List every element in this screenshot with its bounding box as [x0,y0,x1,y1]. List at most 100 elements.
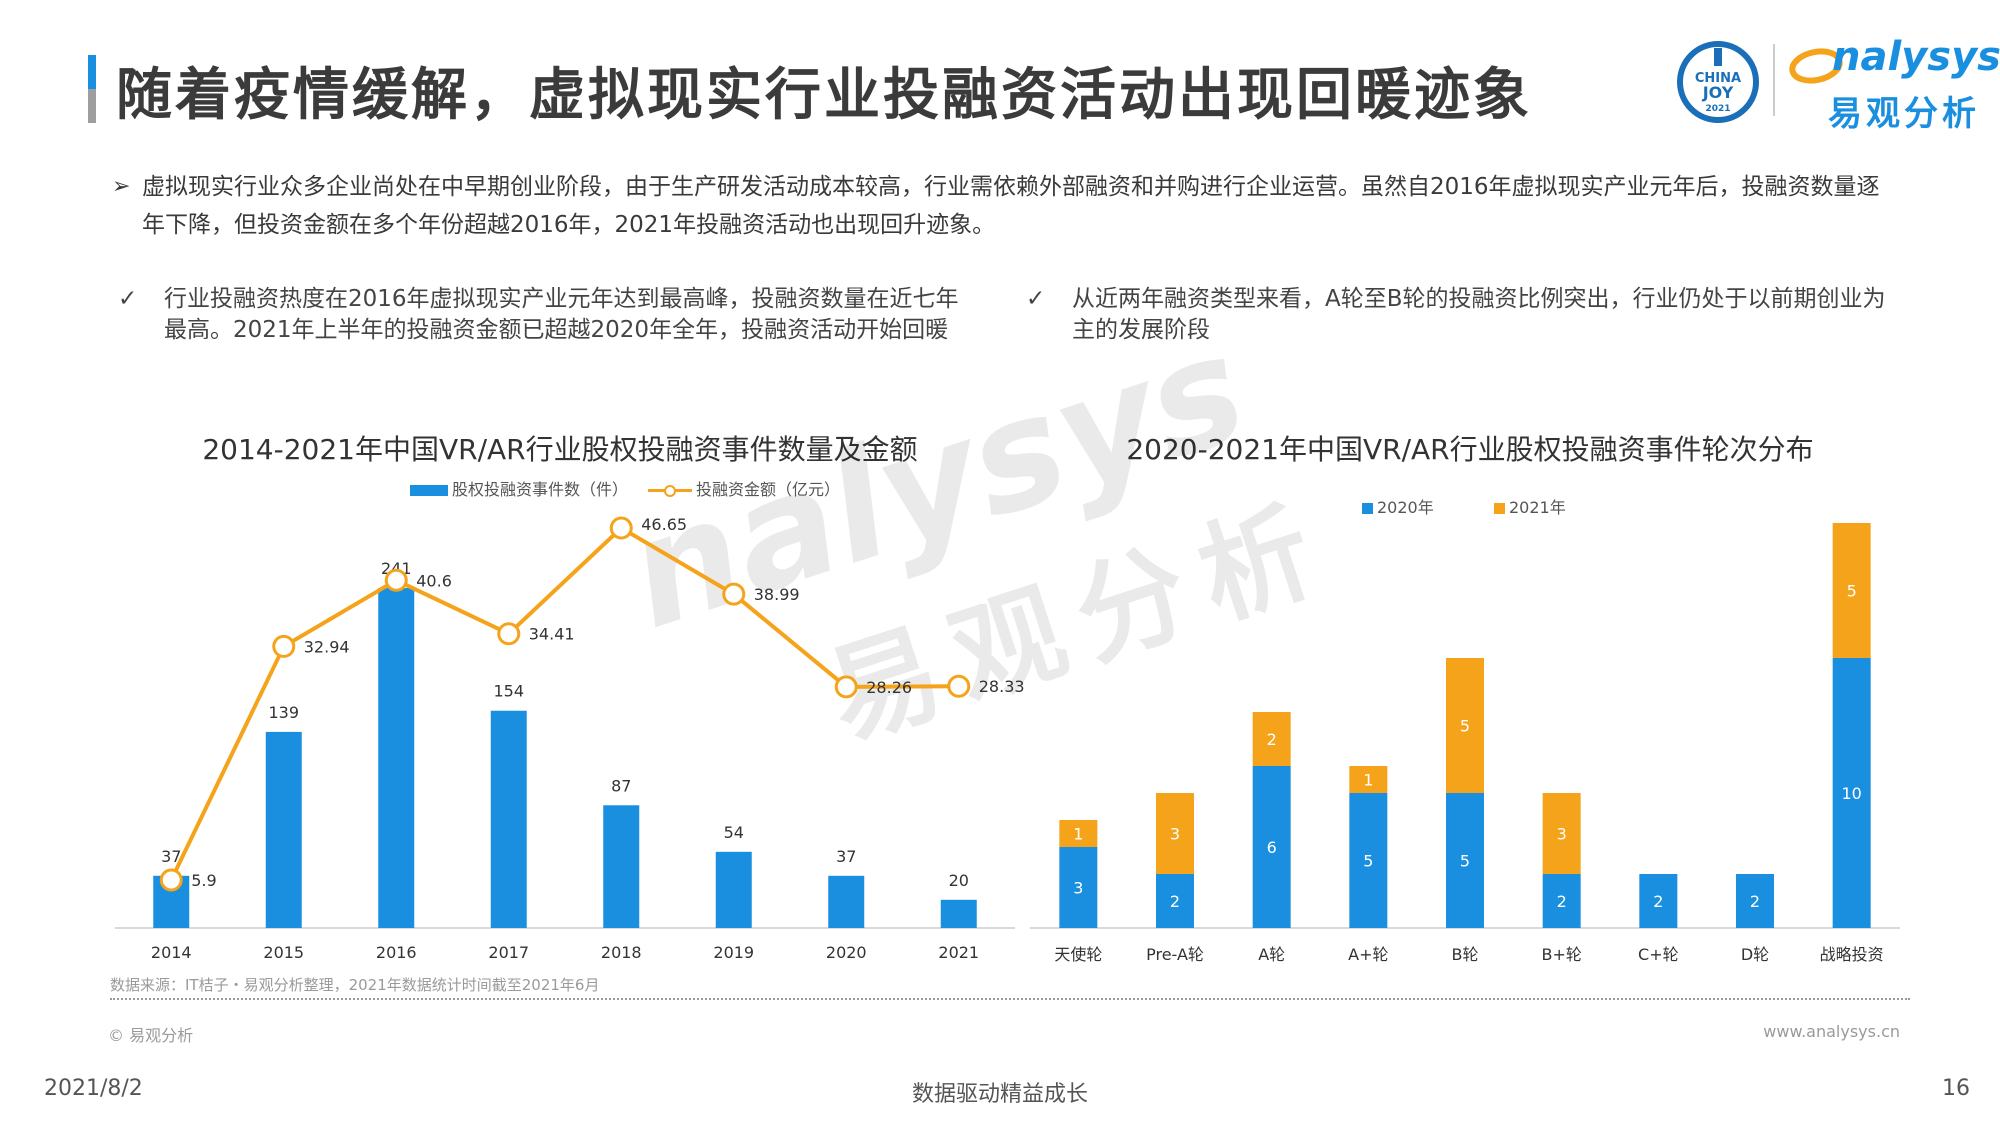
chart1-line-point [272,634,296,658]
chart1-line-point [159,868,183,892]
chart1-bar-label: 154 [493,682,524,701]
footer-date: 2021/8/2 [44,1076,143,1101]
chart2-x-tick: 天使轮 [1054,945,1102,964]
arrow-bullet-icon: ➢ [112,174,131,199]
chart1-title: 2014-2021年中国VR/AR行业股权投融资事件数量及金额 [202,433,918,466]
chart2-bar-2021 [1059,820,1098,847]
chart2-bar-2020-label: 5 [1363,852,1373,871]
chart2-bar-2020-label: 5 [1460,852,1470,871]
chart2-bar-2020-label: 2 [1750,892,1760,911]
chart2-bar-2020-label: 3 [1073,879,1083,898]
chart1-bar [378,588,415,928]
page-title: 随着疫情缓解，虚拟现实行业投融资活动出现回暖迹象 [116,63,1532,128]
point-right-text: 从近两年融资类型来看，A轮至B轮的投融资比例突出，行业仍处于以前期创业为主的发展… [1072,286,1886,343]
chart2-bar-2021-label: 3 [1170,825,1180,844]
chart2-bar-2020 [1446,793,1484,928]
chart2-x-tick: A+轮 [1348,945,1388,964]
page-number: 16 [1942,1076,1970,1101]
chart1-bar [940,899,977,928]
chart1-amount-line [169,525,959,881]
chart1-bar [828,875,865,928]
logo-year-text: 2021 [1705,104,1730,114]
chart1-line-label: 32.94 [304,637,350,656]
chart1-x-tick: 2015 [263,943,304,962]
chart1-line-label: 28.26 [866,678,912,697]
china-joy-logo: CHINA JOY 2021 [1676,40,1760,124]
chart2-bar-2020-label: 10 [1841,784,1861,803]
chart2-x-tick: B轮 [1452,945,1479,964]
logo-china-text: CHINA [1695,71,1741,86]
legend-bar-swatch [410,485,448,496]
chart2-bar-2021 [1542,793,1581,874]
chart1-bar-label: 37 [161,847,181,866]
chart2-bar-2021-label: 5 [1847,582,1857,601]
chart2-bar-2021-label: 2 [1267,730,1277,749]
chart2-bar-2021 [1156,793,1194,874]
logo-joy-text: JOY [1702,83,1734,102]
chart2-bar-2021-label: 1 [1073,825,1083,844]
footer-divider [110,998,1910,1000]
chart2-x-tick: Pre-A轮 [1146,945,1204,964]
point-left: ✓ 行业投融资热度在2016年虚拟现实产业元年达到最高峰，投融资数量在近七年最高… [118,284,968,346]
intro-paragraph: ➢ 虚拟现实行业众多企业尚处在中早期创业阶段，由于生产研发活动成本较高，行业需依… [112,168,1902,244]
chart1-line-point [609,516,633,540]
chart1-x-tick: 2021 [938,943,979,962]
chart1-legend-bar: 股权投融资事件数（件） [410,476,628,500]
point-left-text: 行业投融资热度在2016年虚拟现实产业元年达到最高峰，投融资数量在近七年最高。2… [164,286,959,343]
chart2-bar-2020 [1542,874,1581,928]
legend-bar-label: 股权投融资事件数（件） [452,480,629,499]
chart1-x-tick: 2019 [713,943,754,962]
chart1-line-point [384,568,408,592]
check-icon: ✓ [118,286,138,312]
chart2-bar-2020-label: 2 [1653,892,1663,911]
chart1-bar [603,805,640,928]
website-link[interactable]: www.analysys.cn [1763,1022,1900,1041]
legend-2021-swatch [1494,503,1505,514]
chart1-line-label: 40.6 [416,571,452,590]
chart1-line-point [947,674,971,698]
chart1-bar [265,731,302,928]
chart1-x-tick: 2014 [151,943,192,962]
chart1-bar [490,710,527,928]
legend-line-swatch [648,485,692,497]
chart1-x-tick: 2016 [376,943,417,962]
chart1-line-point [722,582,746,606]
chart2-bar-2020 [1832,658,1871,928]
legend-2021-label: 2021年 [1509,498,1566,517]
chart2-bar-2020 [1639,874,1678,928]
chart2-legend-2021: 2021年 [1494,494,1566,518]
chart1-legend-line: 投融资金额（亿元） [648,476,840,500]
chart2-bar-2020 [1252,766,1291,928]
legend-2020-swatch [1362,503,1373,514]
chart1-line-label: 38.99 [754,585,800,604]
chart1-line-label: 34.41 [529,625,575,644]
chart2-bar-2020-label: 6 [1267,838,1277,857]
title-accent-bar [88,55,96,123]
copyright: © 易观分析 [108,1026,194,1045]
analysys-swoosh-icon [1789,48,1843,84]
legend-line-label: 投融资金额（亿元） [696,480,841,499]
chart2-legend-2020: 2020年 [1362,494,1434,518]
footer-slogan: 数据驱动精益成长 [911,1082,1088,1107]
chart1-line-label: 28.33 [979,677,1025,696]
chart1-bar-label: 20 [949,871,969,890]
chart2-x-tick: A轮 [1258,945,1285,964]
chart2-bar-2020 [1349,793,1388,928]
chart1-line-label: 5.9 [191,871,216,890]
data-source-note: 数据来源：IT桔子・易观分析整理，2021年数据统计时间截至2021年6月 [110,976,600,994]
chart2-title: 2020-2021年中国VR/AR行业股权投融资事件轮次分布 [1126,433,1814,466]
legend-2020-label: 2020年 [1377,498,1434,517]
brand-en: nalysys [1832,34,2000,80]
point-right: ✓ 从近两年融资类型来看，A轮至B轮的投融资比例突出，行业仍处于以前期创业为主的… [1026,284,1886,346]
chart1-bar-label: 37 [836,847,856,866]
intro-text: 虚拟现实行业众多企业尚处在中早期创业阶段，由于生产研发活动成本较高，行业需依赖外… [142,174,1880,238]
chart2-bar-2021 [1832,523,1871,658]
chart2-bar-2021 [1252,712,1291,766]
chart1-x-tick: 2018 [601,943,642,962]
chart2-bar-2021 [1446,658,1484,793]
check-icon: ✓ [1026,286,1046,312]
chart1-line-label: 46.65 [641,515,687,534]
chart2-x-tick: D轮 [1741,945,1769,964]
